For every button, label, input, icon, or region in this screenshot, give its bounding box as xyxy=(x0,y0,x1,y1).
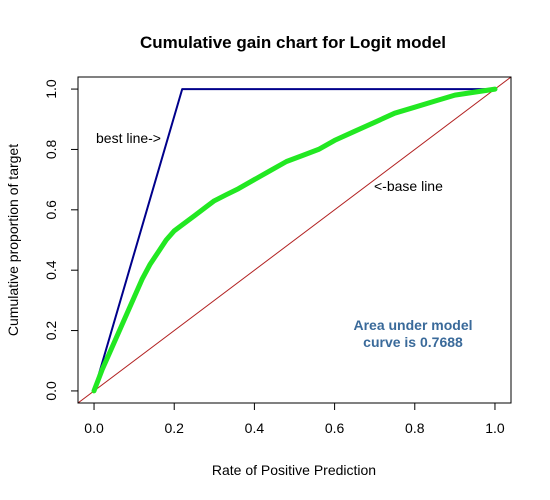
auc-annotation-line1: Area under model xyxy=(353,317,472,333)
best-line-annotation: best line-> xyxy=(96,130,161,146)
x-tick-label: 0.0 xyxy=(84,420,104,436)
plot-area xyxy=(78,77,511,403)
y-tick-label: 0.2 xyxy=(43,321,59,341)
best-line xyxy=(93,88,496,392)
x-tick-label: 0.2 xyxy=(164,420,184,436)
y-tick-label: 0.8 xyxy=(43,140,59,160)
y-tick-label: 0.0 xyxy=(43,381,59,401)
chart-title: Cumulative gain chart for Logit model xyxy=(140,33,446,52)
y-axis: 0.0 0.2 0.4 0.6 0.8 1.0 xyxy=(43,79,79,401)
x-tick-label: 0.8 xyxy=(405,420,425,436)
base-line-annotation: <-base line xyxy=(374,178,443,194)
x-tick-label: 0.4 xyxy=(245,420,265,436)
x-tick-label: 1.0 xyxy=(485,420,505,436)
x-axis-label: Rate of Positive Prediction xyxy=(212,462,376,478)
y-tick-label: 0.4 xyxy=(43,260,59,280)
y-axis-label: Cumulative proportion of target xyxy=(5,144,21,336)
auc-annotation-line2: curve is 0.7688 xyxy=(363,334,463,350)
x-tick-label: 0.6 xyxy=(325,420,345,436)
base-line xyxy=(78,77,511,403)
x-axis: 0.0 0.2 0.4 0.6 0.8 1.0 xyxy=(84,402,505,436)
y-tick-label: 1.0 xyxy=(43,79,59,99)
y-tick-label: 0.6 xyxy=(43,200,59,220)
model-gain-curve xyxy=(91,86,498,394)
